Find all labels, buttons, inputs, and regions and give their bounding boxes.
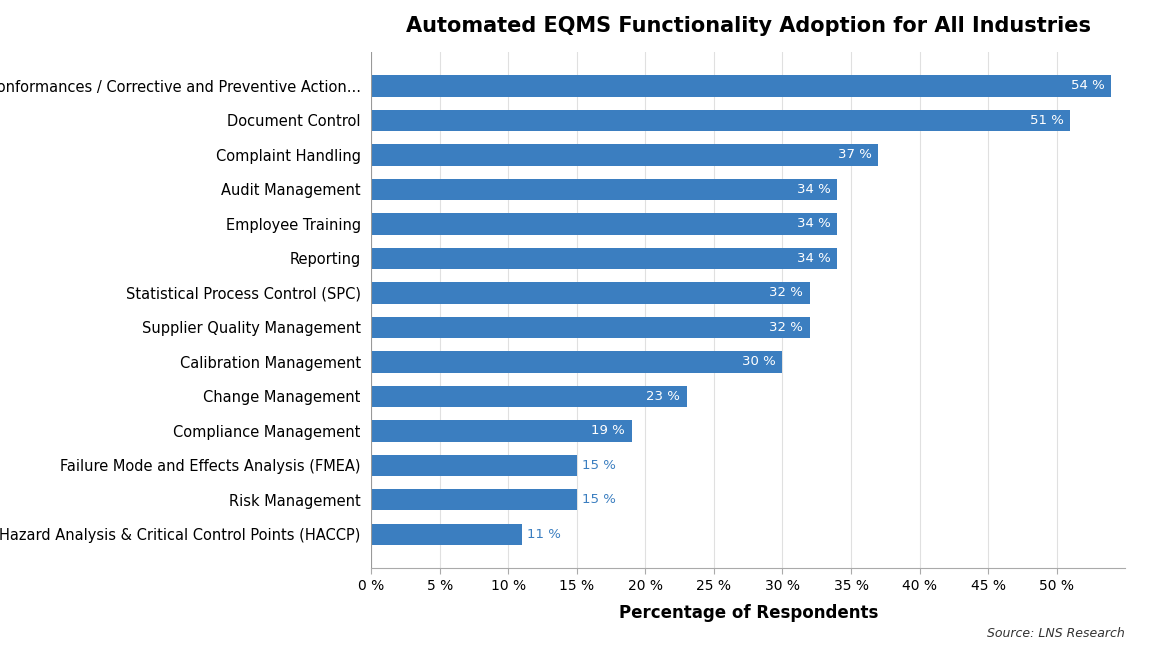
X-axis label: Percentage of Respondents: Percentage of Respondents [618,604,878,622]
Bar [371,282,810,304]
Text: 15 %: 15 % [582,459,616,472]
Bar [371,110,1071,131]
Bar [371,489,577,510]
Text: 30 %: 30 % [742,355,776,368]
Title: Automated EQMS Functionality Adoption for All Industries: Automated EQMS Functionality Adoption fo… [406,16,1090,36]
Bar [371,524,522,545]
Bar [371,317,810,338]
Text: 54 %: 54 % [1071,79,1104,92]
Bar [371,351,783,373]
Bar [371,75,1111,96]
Text: 34 %: 34 % [797,183,831,196]
Bar [371,179,838,200]
Text: 34 %: 34 % [797,252,831,265]
Bar [371,386,687,407]
Text: 32 %: 32 % [769,286,803,299]
Text: 11 %: 11 % [528,528,561,541]
Bar [371,144,878,165]
Text: 15 %: 15 % [582,494,616,506]
Text: 32 %: 32 % [769,321,803,334]
Text: 34 %: 34 % [797,217,831,231]
Bar [371,420,632,441]
Text: 51 %: 51 % [1030,114,1064,127]
Bar [371,247,838,269]
Text: Source: LNS Research: Source: LNS Research [987,627,1125,640]
Text: 19 %: 19 % [592,424,625,437]
Bar [371,213,838,234]
Text: 37 %: 37 % [838,149,871,162]
Bar [371,455,577,476]
Text: 23 %: 23 % [646,390,680,403]
